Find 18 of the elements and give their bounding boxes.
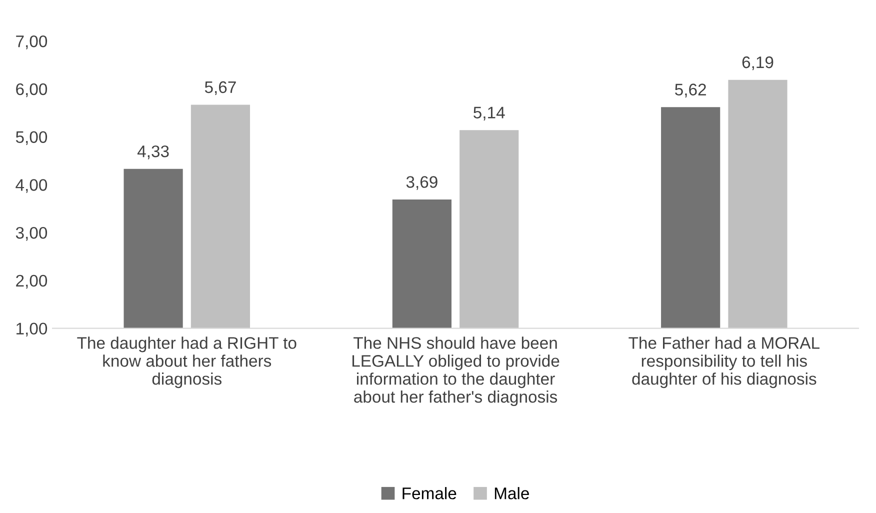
data-label: 3,69 <box>406 176 438 190</box>
data-label: 5,67 <box>204 81 236 96</box>
x-tick-label: The daughter had a RIGHT to know about her fathers diagnosis <box>77 336 296 388</box>
y-tick-label: 1,00 <box>16 322 48 336</box>
x-tick-label: The NHS should have been LEGALLY obliged to provide information to the daughter about her father's diagnosis <box>352 336 560 406</box>
data-label: 5,14 <box>474 106 505 120</box>
y-tick-label: 3,00 <box>16 226 48 241</box>
legend-label: Female <box>402 487 456 500</box>
data-label: 6,19 <box>742 56 774 70</box>
data-label: 4,33 <box>137 145 169 160</box>
y-tick-label: 2,00 <box>16 274 48 289</box>
legend-label: Male <box>494 487 529 500</box>
y-tick-label: 7,00 <box>16 35 48 50</box>
y-tick-label: 4,00 <box>16 179 48 193</box>
data-label: 5,62 <box>675 84 706 98</box>
x-tick-label: The Father had a MORAL responsibility to tell his daughter of his diagnosis <box>628 336 820 388</box>
y-tick-label: 5,00 <box>16 131 48 145</box>
y-tick-label: 6,00 <box>16 83 48 98</box>
